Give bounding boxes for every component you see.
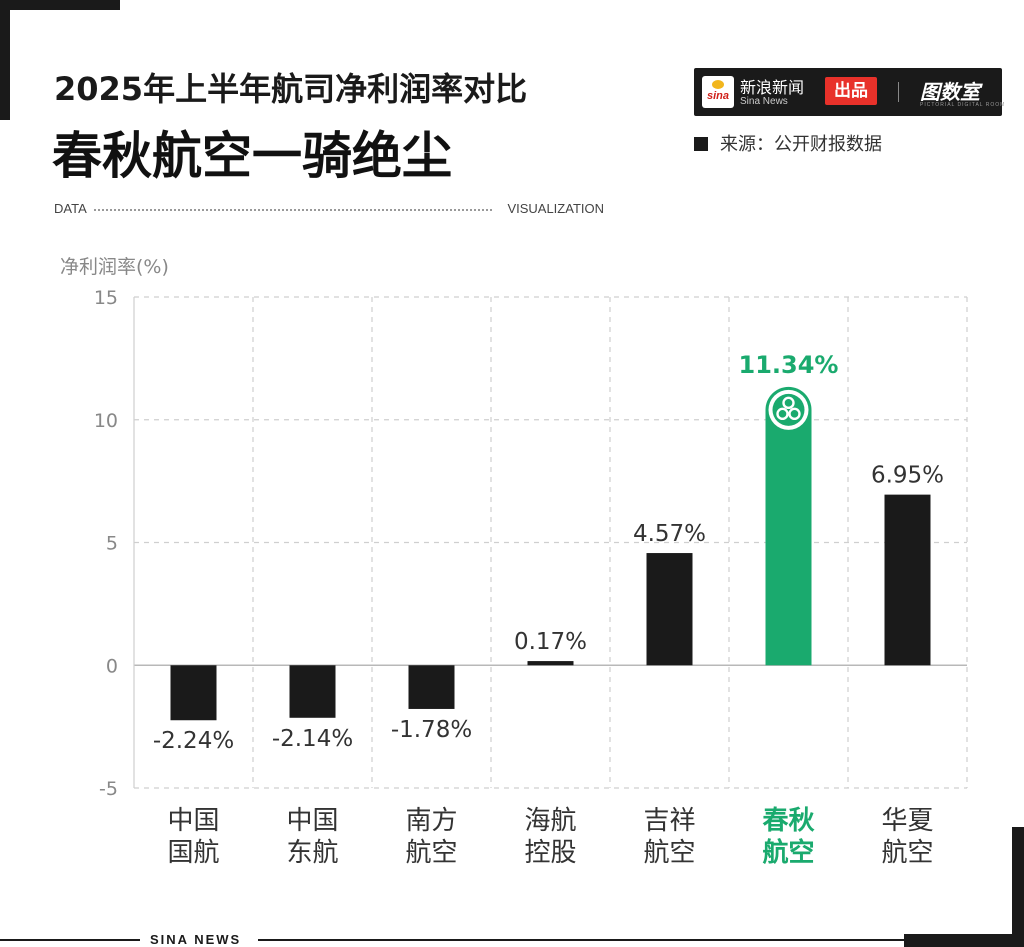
brand-name-cn: 新浪新闻 xyxy=(740,78,805,97)
y-tick-label: 5 xyxy=(106,533,118,555)
logo-petal xyxy=(782,396,795,410)
x-tick-label: 航空 xyxy=(643,838,695,868)
x-tick-label: 南方 xyxy=(405,806,457,836)
data-label: -1.78% xyxy=(391,717,472,743)
x-tick-label: 航空 xyxy=(762,837,814,868)
x-tick-label: 控股 xyxy=(524,838,576,868)
logo-petal xyxy=(776,407,789,421)
banner-left-text: DATA xyxy=(54,201,87,216)
bar xyxy=(884,494,931,666)
legend-square-icon xyxy=(694,137,708,151)
data-visualization-banner: DATA VISUALIZATION xyxy=(54,201,604,217)
chart-headline: 春秋航空一骑绝尘 xyxy=(52,127,452,185)
banner-dotted-divider xyxy=(94,209,492,211)
sina-logo-icon: sina xyxy=(702,76,734,108)
banner-right-text: VISUALIZATION xyxy=(507,201,604,216)
frame-corner-left-edge xyxy=(0,0,10,120)
x-tick-label: 吉祥 xyxy=(643,806,695,836)
footer-rule-left xyxy=(0,939,140,941)
data-source-text: 来源：公开财报数据 xyxy=(720,134,882,155)
y-axis-label: 净利润率(%) xyxy=(60,256,169,278)
data-label: -2.14% xyxy=(272,726,353,752)
brand-name-en: Sina News xyxy=(740,96,788,107)
brand-room-subtitle: PICTORIAL DIGITAL ROOM xyxy=(920,102,1006,108)
data-label: 0.17% xyxy=(514,629,587,655)
brand-separator xyxy=(898,82,899,102)
sina-eye-icon xyxy=(712,80,724,89)
data-label: -2.24% xyxy=(153,728,234,754)
data-source: 来源：公开财报数据 xyxy=(694,130,882,156)
sina-logo-text: sina xyxy=(706,90,729,102)
x-tick-label: 航空 xyxy=(881,838,933,868)
bar xyxy=(646,553,693,666)
x-tick-label: 海航 xyxy=(524,806,576,836)
brand-room-logo: 图数室 xyxy=(920,80,980,104)
frame-corner-right-edge xyxy=(1012,827,1024,947)
chart-title: 2025年上半年航司净利润率对比 xyxy=(54,70,528,108)
y-tick-label: -5 xyxy=(99,778,118,800)
x-tick-label: 华夏 xyxy=(881,806,933,836)
frame-corner-top-left xyxy=(0,0,120,10)
data-label: 11.34% xyxy=(739,351,839,379)
frame-corner-bottom-right xyxy=(904,934,1024,947)
x-tick-label: 中国 xyxy=(286,806,338,836)
bar xyxy=(408,665,455,709)
x-tick-label: 春秋 xyxy=(762,806,815,836)
bar xyxy=(170,665,217,721)
bar xyxy=(527,661,574,666)
footer-rule-right xyxy=(258,939,908,941)
x-tick-label: 中国 xyxy=(167,806,219,836)
y-tick-label: 15 xyxy=(94,287,118,309)
x-tick-label: 国航 xyxy=(167,838,219,868)
x-tick-label: 航空 xyxy=(405,838,457,868)
brand-badge: 出品 xyxy=(825,77,877,105)
footer-brand: SINA NEWS xyxy=(150,932,242,947)
x-tick-label: 东航 xyxy=(286,838,338,868)
logo-petal xyxy=(788,407,801,421)
data-label: 4.57% xyxy=(633,521,706,547)
data-label: 6.95% xyxy=(871,463,944,489)
y-tick-label: 0 xyxy=(106,655,118,677)
bar xyxy=(289,665,336,718)
y-tick-label: 10 xyxy=(94,410,118,432)
brand-bar: sina 新浪新闻 Sina News 出品 图数室 PICTORIAL DIG… xyxy=(694,68,1006,116)
bar xyxy=(765,386,812,666)
